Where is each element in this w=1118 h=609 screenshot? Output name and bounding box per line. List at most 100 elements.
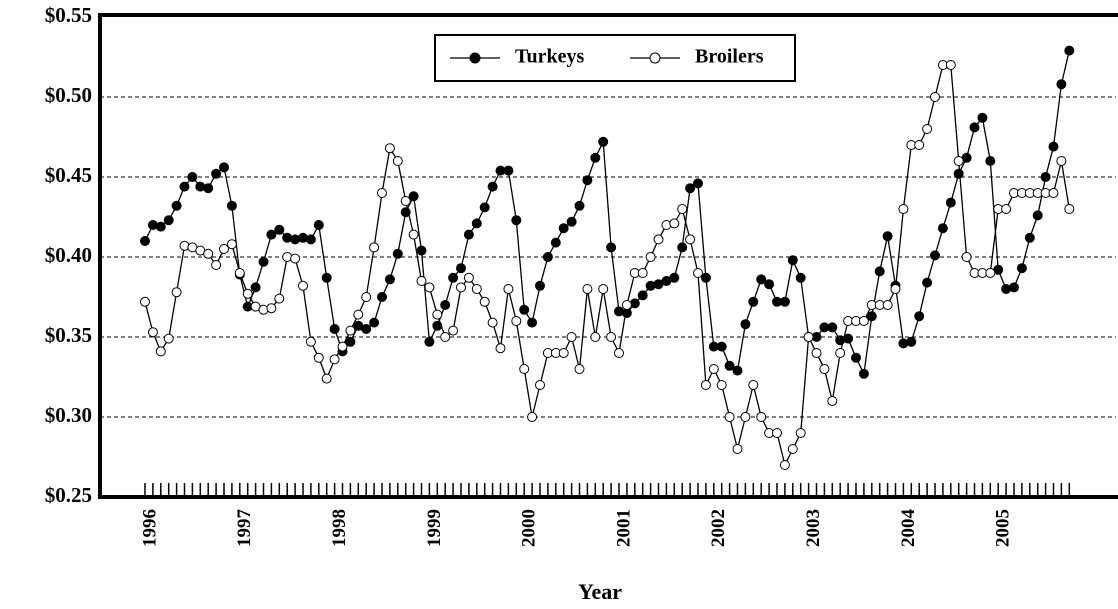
- data-point: [1040, 172, 1051, 182]
- data-point: [685, 234, 696, 245]
- data-point: [795, 428, 806, 438]
- data-point: [487, 181, 498, 192]
- legend-label: Broilers: [695, 46, 764, 68]
- data-point: [384, 274, 395, 285]
- data-point: [835, 348, 846, 358]
- data-point: [653, 234, 664, 245]
- data-point: [582, 284, 593, 294]
- data-point: [882, 231, 893, 242]
- data-point: [203, 183, 214, 194]
- data-point: [384, 143, 395, 154]
- data-point: [740, 319, 751, 330]
- data-point: [819, 364, 830, 374]
- data-point: [693, 178, 703, 189]
- data-point: [361, 324, 372, 334]
- y-tick-label: $0.30: [45, 403, 92, 427]
- data-point: [226, 200, 237, 211]
- x-tick-label: 2000: [519, 509, 540, 547]
- legend-label: Turkeys: [515, 46, 585, 68]
- data-point: [463, 229, 474, 240]
- data-point: [700, 380, 711, 390]
- data-point: [693, 268, 703, 278]
- series-line: [144, 64, 1070, 467]
- data-point: [400, 196, 411, 206]
- data-point: [598, 284, 609, 294]
- data-point: [321, 373, 332, 384]
- data-point: [574, 364, 585, 374]
- data-point: [787, 255, 798, 266]
- data-point: [590, 332, 601, 342]
- legend-marker: [649, 52, 661, 64]
- data-point: [519, 364, 530, 374]
- data-point: [945, 197, 956, 208]
- data-point: [787, 444, 798, 454]
- data-point: [432, 309, 443, 320]
- data-point: [590, 152, 601, 163]
- data-point: [953, 168, 964, 179]
- data-point: [345, 336, 356, 347]
- data-point: [234, 268, 245, 278]
- data-point: [503, 165, 514, 176]
- data-point: [440, 300, 451, 310]
- data-point: [511, 316, 522, 326]
- data-point: [258, 256, 269, 267]
- data-point: [471, 284, 482, 294]
- data-point: [914, 311, 925, 322]
- data-point: [922, 124, 933, 134]
- data-point: [1024, 232, 1035, 243]
- data-point: [140, 296, 150, 307]
- data-point: [779, 460, 790, 470]
- data-point: [858, 368, 869, 379]
- data-point: [369, 317, 380, 328]
- data-point: [645, 252, 656, 262]
- data-point: [851, 352, 861, 363]
- data-point: [866, 311, 877, 322]
- data-point: [906, 336, 917, 347]
- data-point: [495, 343, 506, 354]
- data-point: [203, 248, 214, 259]
- data-point: [408, 229, 419, 240]
- x-tick-label: 1999: [424, 509, 445, 547]
- data-point: [337, 341, 348, 352]
- data-point: [535, 380, 545, 390]
- data-point: [171, 287, 182, 298]
- data-point: [440, 332, 451, 342]
- data-point: [163, 333, 174, 344]
- data-point: [147, 327, 158, 338]
- data-point: [803, 332, 814, 342]
- data-point: [503, 284, 514, 294]
- data-point: [598, 136, 609, 147]
- data-point: [416, 245, 427, 256]
- data-point: [961, 252, 972, 262]
- data-point: [945, 60, 956, 70]
- data-point: [179, 181, 190, 192]
- data-point: [811, 348, 822, 358]
- data-point: [535, 280, 545, 291]
- data-point: [606, 242, 617, 253]
- data-point: [140, 236, 150, 246]
- data-point: [487, 317, 498, 328]
- data-point: [937, 223, 948, 234]
- data-point: [416, 276, 427, 286]
- data-point: [677, 204, 688, 214]
- data-point: [890, 284, 901, 294]
- data-point: [922, 277, 933, 288]
- data-point: [827, 322, 838, 333]
- data-point: [606, 332, 617, 342]
- data-point: [914, 140, 925, 150]
- data-point: [274, 224, 285, 235]
- data-point: [369, 242, 380, 253]
- data-point: [1001, 204, 1012, 214]
- x-tick-label: 1998: [329, 509, 350, 547]
- data-point: [479, 202, 490, 213]
- data-point: [779, 296, 790, 307]
- data-point: [163, 215, 174, 226]
- data-point: [558, 223, 569, 234]
- x-tick-label: 2004: [898, 509, 919, 548]
- data-point: [527, 412, 538, 422]
- data-point: [732, 444, 743, 454]
- data-point: [700, 272, 711, 283]
- x-tick-label: 2003: [803, 509, 824, 547]
